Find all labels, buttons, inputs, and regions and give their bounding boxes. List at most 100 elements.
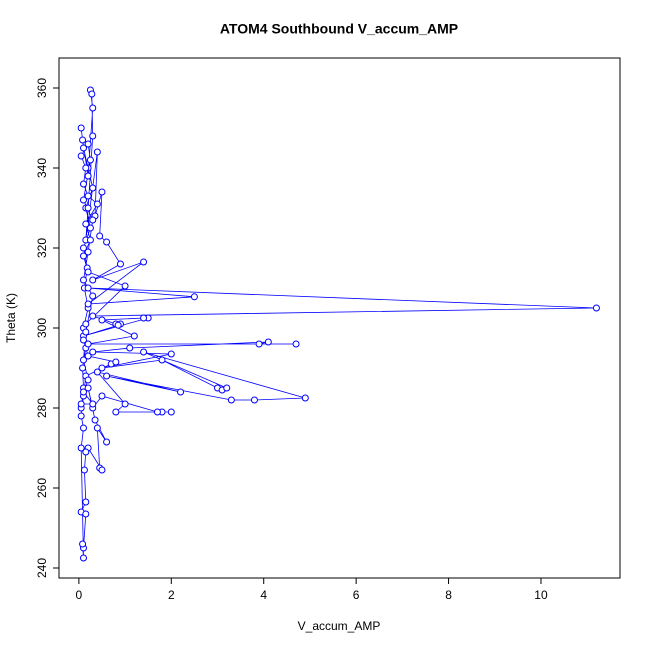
data-point xyxy=(250,396,258,404)
data-point xyxy=(79,540,87,548)
data-point xyxy=(98,188,106,196)
data-point xyxy=(77,412,85,420)
x-tick-label: 8 xyxy=(445,588,452,602)
data-point xyxy=(84,140,92,148)
data-point xyxy=(79,136,87,144)
data-point xyxy=(255,340,263,348)
data-point xyxy=(84,172,92,180)
data-point xyxy=(82,320,90,328)
y-tick-label: 300 xyxy=(35,318,49,338)
data-point xyxy=(116,260,124,268)
x-tick-label: 10 xyxy=(534,588,548,602)
data-point xyxy=(98,392,106,400)
data-point xyxy=(93,200,101,208)
data-point xyxy=(140,348,148,356)
y-tick-label: 260 xyxy=(35,478,49,498)
data-point xyxy=(98,316,106,324)
data-point xyxy=(89,292,97,300)
data-point xyxy=(96,232,104,240)
data-point xyxy=(77,152,85,160)
data-point xyxy=(79,554,87,562)
data-point xyxy=(126,344,134,352)
data-point xyxy=(223,384,231,392)
data-point xyxy=(77,124,85,132)
data-point xyxy=(112,358,120,366)
data-point xyxy=(140,314,148,322)
data-point xyxy=(86,236,94,244)
data-point xyxy=(190,293,198,301)
x-tick-label: 0 xyxy=(76,588,83,602)
data-point xyxy=(153,408,161,416)
data-point xyxy=(89,132,97,140)
data-point xyxy=(84,268,92,276)
x-tick-label: 4 xyxy=(260,588,267,602)
chart-title: ATOM4 Southbound V_accum_AMP xyxy=(220,21,458,37)
data-point xyxy=(140,258,148,266)
data-point xyxy=(84,192,92,200)
data-point xyxy=(89,348,97,356)
data-point xyxy=(79,180,87,188)
data-point xyxy=(167,408,175,416)
data-point xyxy=(84,384,92,392)
y-tick-label: 360 xyxy=(35,78,49,98)
data-line xyxy=(80,89,597,559)
data-point xyxy=(79,276,87,284)
data-point xyxy=(84,248,92,256)
data-point xyxy=(82,498,90,506)
data-point xyxy=(89,276,97,284)
data-point xyxy=(84,340,92,348)
data-point xyxy=(79,252,87,260)
data-point xyxy=(82,448,90,456)
y-axis-label: Theta (K) xyxy=(4,293,18,343)
data-point xyxy=(86,156,94,164)
data-point xyxy=(79,356,87,364)
data-point xyxy=(121,400,129,408)
y-tick-label: 240 xyxy=(35,558,49,578)
data-point xyxy=(77,400,85,408)
data-point xyxy=(86,224,94,232)
data-point xyxy=(84,376,92,384)
data-point xyxy=(89,104,97,112)
data-point xyxy=(79,336,87,344)
data-point xyxy=(112,408,120,416)
data-point xyxy=(167,350,175,358)
data-point xyxy=(82,220,90,228)
data-point xyxy=(103,438,111,446)
data-point xyxy=(301,394,309,402)
data-point xyxy=(79,144,87,152)
data-point xyxy=(93,368,101,376)
y-tick-label: 280 xyxy=(35,398,49,418)
data-point xyxy=(84,352,92,360)
data-point xyxy=(91,416,99,424)
data-point xyxy=(89,184,97,192)
data-point xyxy=(79,364,87,372)
data-point xyxy=(89,400,97,408)
data-point xyxy=(89,312,97,320)
data-point xyxy=(79,388,87,396)
data-point xyxy=(79,244,87,252)
x-tick-label: 6 xyxy=(353,588,360,602)
data-point xyxy=(103,238,111,246)
data-point xyxy=(79,196,87,204)
data-point xyxy=(84,300,92,308)
data-point xyxy=(121,282,129,290)
x-axis-label: V_accum_AMP xyxy=(298,619,381,633)
data-point xyxy=(84,284,92,292)
data-point xyxy=(264,338,272,346)
data-point xyxy=(93,148,101,156)
data-point xyxy=(592,304,600,312)
data-point xyxy=(77,444,85,452)
data-point xyxy=(227,396,235,404)
data-point xyxy=(98,364,106,372)
y-tick-label: 320 xyxy=(35,238,49,258)
x-tick-label: 2 xyxy=(168,588,175,602)
data-point xyxy=(82,328,90,336)
data-point xyxy=(130,332,138,340)
data-point xyxy=(158,356,166,364)
data-point xyxy=(82,510,90,518)
data-point xyxy=(177,388,185,396)
data-point xyxy=(84,204,92,212)
data-point xyxy=(114,321,122,329)
data-point xyxy=(93,424,101,432)
